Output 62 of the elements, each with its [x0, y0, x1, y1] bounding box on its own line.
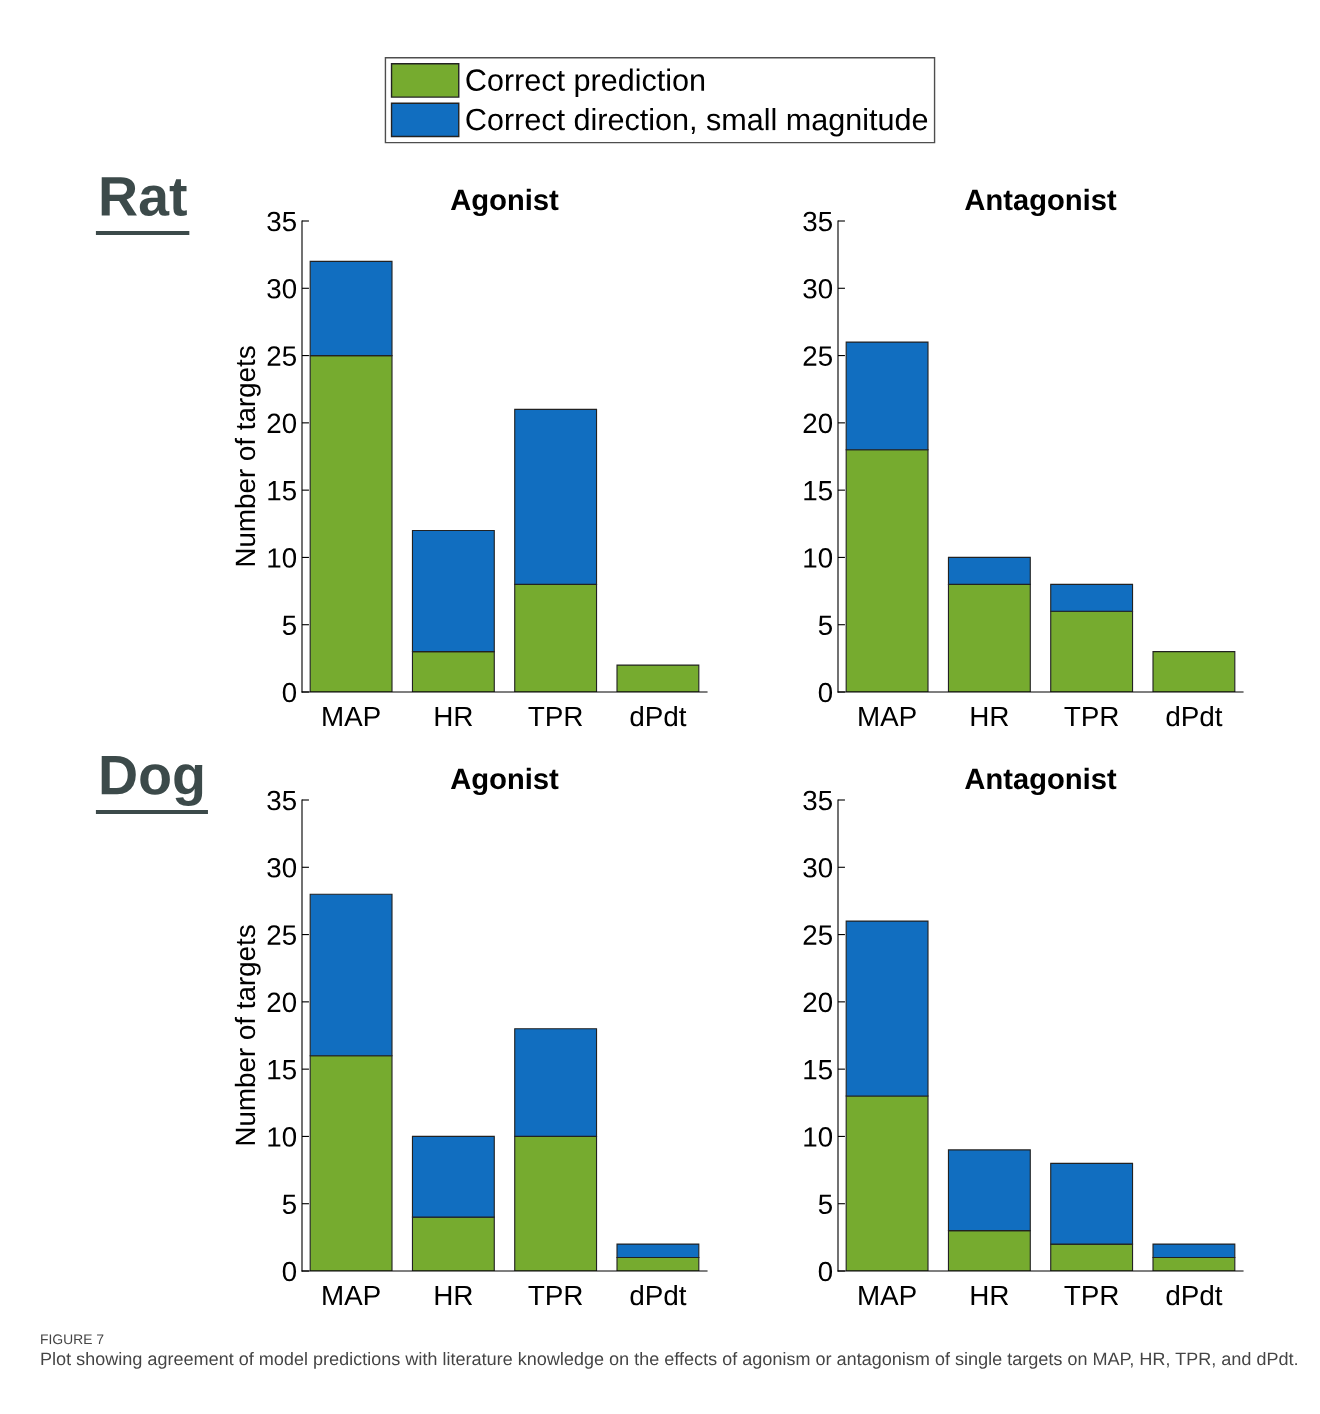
- y-tick-label: 10: [804, 1127, 833, 1147]
- x-tick-label: dPdt: [1166, 1284, 1223, 1306]
- y-tick-label: 0: [282, 682, 297, 703]
- y-tick-label: 0: [818, 682, 833, 703]
- y-tick-label: 5: [818, 615, 832, 636]
- x-tick-label: HR: [435, 1285, 473, 1306]
- y-tick-label: 10: [268, 1127, 297, 1147]
- legend-label: Correct prediction: [466, 68, 705, 98]
- x-tick-label: dPdt: [630, 705, 687, 727]
- x-tick-label: TPR: [1064, 706, 1119, 727]
- y-tick-label: 5: [282, 615, 296, 636]
- y-tick-label: 25: [267, 925, 296, 945]
- x-tick-label: HR: [971, 706, 1009, 727]
- y-tick-label: 35: [803, 790, 832, 811]
- y-tick-label: 20: [267, 992, 297, 1013]
- y-tick-label: 25: [267, 346, 296, 366]
- y-axis-title: Number of targets: [234, 925, 261, 1145]
- y-tick-label: 10: [804, 548, 833, 568]
- x-tick-label: MAP: [323, 1285, 380, 1306]
- y-tick-label: 35: [267, 790, 296, 811]
- y-tick-label: 30: [803, 857, 833, 878]
- x-tick-label: TPR: [528, 706, 583, 727]
- y-tick-label: 20: [267, 413, 297, 434]
- x-tick-label: HR: [971, 1285, 1009, 1306]
- caption: FIGURE 7: [41, 1334, 104, 1345]
- y-tick-label: 35: [803, 211, 832, 232]
- chart-title: Agonist: [450, 767, 559, 796]
- x-tick-label: MAP: [859, 706, 916, 727]
- y-tick-label: 30: [267, 278, 297, 299]
- y-tick-label: 30: [267, 857, 297, 878]
- text: Plot showing agreement of model predictions with literature knowledge on the effects of agonism or antagonism of single targets on MAP, HR, TPR, and dPdt.: [41, 1352, 1297, 1369]
- x-tick-label: dPdt: [1166, 705, 1223, 727]
- x-tick-label: TPR: [528, 1285, 583, 1306]
- y-tick-label: 15: [268, 1060, 296, 1080]
- legend-label: Correct direction, small magnitude: [466, 107, 928, 137]
- x-tick-label: HR: [435, 706, 473, 727]
- x-tick-label: dPdt: [630, 1284, 687, 1306]
- chart-title: Antagonist: [965, 188, 1117, 217]
- text: Dog: [101, 756, 203, 806]
- x-tick-label: TPR: [1064, 1285, 1119, 1306]
- y-tick-label: 25: [803, 346, 832, 366]
- y-tick-label: 15: [804, 1060, 832, 1080]
- y-tick-label: 10: [268, 548, 297, 568]
- bar: [1152, 651, 1236, 692]
- y-tick-label: 5: [282, 1194, 296, 1215]
- y-tick-label: 25: [803, 925, 832, 945]
- x-tick-label: MAP: [859, 1285, 916, 1306]
- y-tick-label: 5: [818, 1194, 832, 1215]
- y-tick-label: 0: [818, 1261, 833, 1282]
- y-tick-label: 35: [267, 211, 296, 232]
- bar: [616, 664, 700, 692]
- chart-title: Agonist: [450, 188, 559, 217]
- y-tick-label: 20: [803, 992, 833, 1013]
- y-tick-label: 0: [282, 1261, 297, 1282]
- y-tick-label: 15: [804, 481, 832, 501]
- text: Rat: [101, 177, 187, 217]
- x-tick-label: MAP: [323, 706, 380, 727]
- y-axis-title: Number of targets: [234, 346, 261, 566]
- y-tick-label: 15: [268, 481, 296, 501]
- y-tick-label: 30: [803, 278, 833, 299]
- y-tick-label: 20: [803, 413, 833, 434]
- chart-title: Antagonist: [965, 767, 1117, 796]
